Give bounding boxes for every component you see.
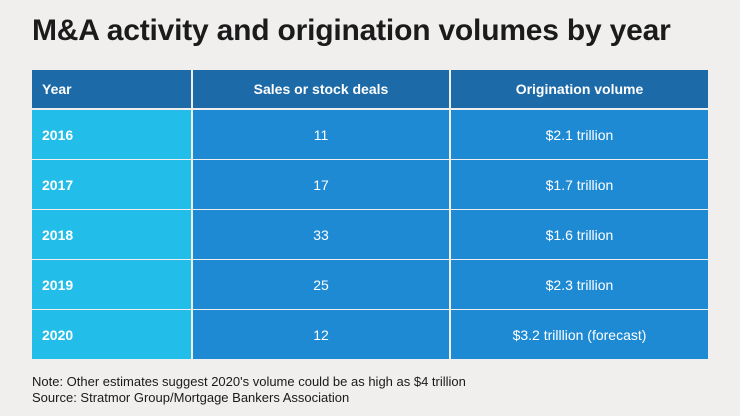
table-row: 2020 12 $3.2 trilllion (forecast) <box>32 310 708 359</box>
year-cell: 2019 <box>32 260 191 309</box>
footnotes: Note: Other estimates suggest 2020's vol… <box>32 374 466 406</box>
deals-cell: 12 <box>193 310 449 359</box>
table-row: 2016 11 $2.1 trillion <box>32 110 708 159</box>
header-year: Year <box>32 70 191 108</box>
table-row: 2017 17 $1.7 trillion <box>32 160 708 209</box>
year-cell: 2016 <box>32 110 191 159</box>
source-text: Source: Stratmor Group/Mortgage Bankers … <box>32 390 350 405</box>
volume-cell: $3.2 trilllion (forecast) <box>451 310 708 359</box>
table-row: 2018 33 $1.6 trillion <box>32 210 708 259</box>
deals-cell: 33 <box>193 210 449 259</box>
deals-cell: 17 <box>193 160 449 209</box>
deals-cell: 25 <box>193 260 449 309</box>
year-cell: 2020 <box>32 310 191 359</box>
header-volume: Origination volume <box>451 70 708 108</box>
header-deals: Sales or stock deals <box>193 70 449 108</box>
chart-title: M&A activity and origination volumes by … <box>32 14 671 47</box>
volume-cell: $2.3 trillion <box>451 260 708 309</box>
note-text: Note: Other estimates suggest 2020's vol… <box>32 374 466 389</box>
volume-cell: $2.1 trillion <box>451 110 708 159</box>
year-cell: 2017 <box>32 160 191 209</box>
volume-cell: $1.7 trillion <box>451 160 708 209</box>
volume-cell: $1.6 trillion <box>451 210 708 259</box>
deals-cell: 11 <box>193 110 449 159</box>
table-header-row: Year Sales or stock deals Origination vo… <box>32 70 708 108</box>
table-row: 2019 25 $2.3 trillion <box>32 260 708 309</box>
year-cell: 2018 <box>32 210 191 259</box>
data-table: Year Sales or stock deals Origination vo… <box>32 70 708 360</box>
